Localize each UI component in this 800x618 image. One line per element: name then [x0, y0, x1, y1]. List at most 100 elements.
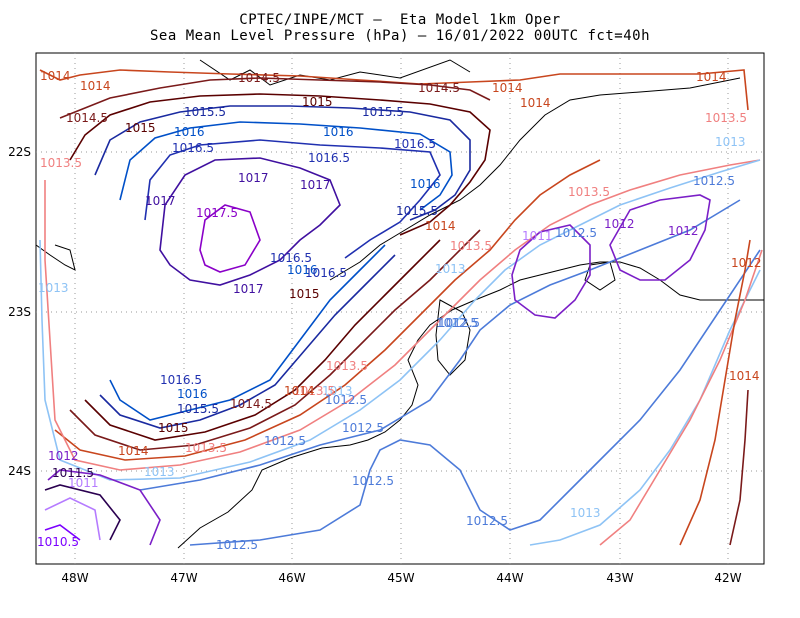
label-1012.5-c: 1012.5	[438, 316, 480, 330]
label-1011.5: 1011.5	[52, 466, 94, 480]
label-1012-a: 1012	[604, 217, 635, 231]
isobar-1014-east	[679, 239, 751, 546]
label-1014-i: 1014	[284, 384, 315, 398]
label-1013-f: 1013	[570, 506, 601, 520]
label-1016.5-e: 1016.5	[305, 266, 347, 280]
isobar-1012-low	[511, 224, 591, 319]
label-1012.5-h: 1012.5	[352, 474, 394, 488]
label-1014-b: 1014	[80, 79, 111, 93]
label-1016-a: 1016	[174, 125, 205, 139]
label-1017.5: 1017.5	[196, 206, 238, 220]
label-1013.5-a: 1013.5	[705, 111, 747, 125]
lon-label-45w: 45W	[387, 571, 414, 585]
label-1014-a: 1014	[40, 69, 71, 83]
bay-contour	[435, 299, 471, 376]
map-subtitle: Sea Mean Level Pressure (hPa) – 16/01/20…	[149, 28, 650, 44]
label-1013.5-c: 1013.5	[568, 185, 610, 199]
label-1012.5-i: 1012.5	[466, 514, 508, 528]
label-1013.5-e: 1013.5	[326, 359, 368, 373]
isobar-1014.5-outer	[59, 77, 491, 119]
lon-label-48w: 48W	[61, 571, 88, 585]
isobar-1013-mid	[39, 159, 761, 481]
label-1015.5-a: 1015.5	[184, 105, 226, 119]
label-1016-c: 1016	[410, 177, 441, 191]
label-1016.5-a: 1016.5	[172, 141, 214, 155]
label-1012.5-e: 1012.5	[325, 393, 367, 407]
label-1012-b: 1012	[668, 224, 699, 238]
label-1013.5-f: 1013.5	[293, 384, 335, 398]
label-1014-d: 1014	[696, 70, 727, 84]
isobar-1013.5-mid	[44, 159, 761, 471]
label-1013-b: 1013	[435, 262, 466, 276]
label-1011-b: 1011	[68, 476, 99, 490]
label-1012.5-d: 1012.5	[436, 316, 478, 330]
label-1015.5-b: 1015.5	[362, 105, 404, 119]
label-1016-e: 1016	[177, 387, 208, 401]
lon-label-46w: 46W	[278, 571, 305, 585]
label-1011: 1011	[522, 229, 553, 243]
label-1013-e: 1013	[144, 465, 175, 479]
longitude-labels: 48W 47W 46W 45W 44W 43W 42W	[61, 571, 741, 585]
label-1013.5-b: 1013.5	[40, 156, 82, 170]
label-1017-a: 1017	[238, 171, 269, 185]
label-1012.5-g: 1012.5	[264, 434, 306, 448]
coastline-main	[177, 261, 764, 549]
label-1014-c: 1014	[492, 81, 523, 95]
isobar-1017.5-core	[199, 204, 261, 273]
isobar-1010.5-sw	[44, 524, 81, 541]
label-1016-d: 1016	[287, 263, 318, 277]
lat-label-24s: 24S	[8, 464, 31, 478]
label-1013-c: 1013	[38, 281, 69, 295]
isobar-1015-outer	[69, 93, 491, 236]
label-1013.5-d: 1013.5	[450, 239, 492, 253]
label-1015.5-c: 1015.5	[396, 204, 438, 218]
label-1015-d: 1015	[158, 421, 189, 435]
label-1016.5-b: 1016.5	[394, 137, 436, 151]
label-1017-d: 1017	[233, 282, 264, 296]
isobars	[39, 69, 763, 546]
label-1012.5-a: 1012.5	[693, 174, 735, 188]
label-1014.5-b: 1014.5	[418, 81, 460, 95]
coast-southwest	[35, 244, 76, 271]
label-1015-b: 1015	[125, 121, 156, 135]
isobar-1012.5-south	[139, 199, 741, 491]
latitude-labels: 22S 23S 24S	[8, 145, 31, 478]
label-1014-h: 1014	[118, 444, 149, 458]
contour-labels: 1014 1014 1014.5 1014.5 1014 1014 1014 1…	[37, 69, 762, 552]
isobar-1016.5-ring	[144, 139, 441, 259]
label-1016-b: 1016	[323, 125, 354, 139]
lon-label-42w: 42W	[714, 571, 741, 585]
isobar-1014-mid	[54, 159, 601, 461]
isobar-1014.5-east	[729, 389, 749, 546]
lon-label-44w: 44W	[496, 571, 523, 585]
label-1014-g: 1014	[729, 369, 760, 383]
label-1016.5-f: 1016.5	[160, 373, 202, 387]
isobar-1013-bottom	[529, 269, 761, 546]
label-1014-f: 1014	[425, 219, 456, 233]
label-1014-e: 1014	[520, 96, 551, 110]
label-1013.5-g: 1013.5	[185, 441, 227, 455]
label-1015-a: 1015	[302, 95, 333, 109]
lat-label-22s: 22S	[8, 145, 31, 159]
isobar-1012-sw	[47, 469, 161, 546]
lat-label-23s: 23S	[8, 305, 31, 319]
label-1012.5-f: 1012.5	[342, 421, 384, 435]
label-1013-a: 1013	[715, 135, 746, 149]
label-1015-c: 1015	[289, 287, 320, 301]
isobar-1013.5-east	[599, 249, 763, 546]
state-border-north	[329, 77, 741, 281]
label-1012-c: 1012	[731, 256, 762, 270]
isobar-1017-inner	[159, 157, 341, 286]
label-1010.5: 1010.5	[37, 535, 79, 549]
label-1017-c: 1017	[145, 194, 176, 208]
label-1012.5-b: 1012.5	[555, 226, 597, 240]
lon-label-43w: 43W	[606, 571, 633, 585]
label-1014.5-c: 1014.5	[230, 397, 272, 411]
isobar-1011-sw	[44, 497, 101, 541]
label-1012.5-j: 1012.5	[216, 538, 258, 552]
label-1017-b: 1017	[300, 178, 331, 192]
isobar-1012.5-bottom	[189, 249, 761, 546]
isobar-1014.5-south	[69, 229, 481, 451]
isobar-1016-south	[109, 244, 386, 421]
